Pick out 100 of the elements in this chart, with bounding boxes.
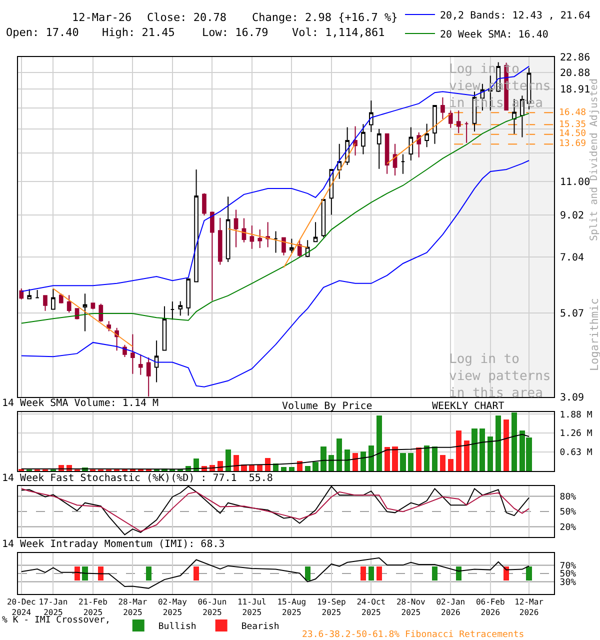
candlestick: [321, 199, 326, 238]
candlestick: [282, 237, 286, 256]
candlestick: [130, 334, 135, 374]
candlestick: [369, 100, 374, 133]
chart-title: 14 Week SMA Volume: 1.14 M: [2, 398, 159, 409]
candlestick: [408, 126, 414, 162]
bar: [368, 446, 374, 471]
x-tick-label: 06-Jun 2025: [198, 598, 227, 617]
candlestick: [146, 356, 151, 397]
candlestick: [313, 222, 318, 242]
bar: [408, 453, 414, 471]
ref-line-label: 13.69: [559, 139, 586, 149]
candlestick: [290, 238, 294, 254]
x-tick-label: 11-Jul 2025: [237, 598, 267, 617]
x-tick-label: 02-Jan 2026: [436, 598, 466, 617]
candlestick: [138, 354, 143, 376]
y-tick-label: 11.00: [560, 176, 590, 188]
bar: [456, 430, 462, 471]
x-tick-label: 19-Sep 2025: [316, 598, 346, 617]
x-tick-label: 12-Mar 2026: [514, 598, 544, 617]
y-tick-label: 18.91: [560, 84, 590, 96]
candlestick: [51, 288, 56, 310]
candlestick: [353, 126, 358, 156]
bar: [504, 420, 510, 471]
bar: [400, 453, 406, 471]
bar: [336, 438, 342, 471]
x-tick-label: 15-Aug 2025: [277, 598, 306, 617]
y-tick-label: 0.63 M: [560, 448, 593, 458]
bar: [488, 436, 494, 471]
candlestick: [266, 222, 270, 248]
candlestick: [19, 288, 24, 300]
y-tick-label: 7.04: [560, 252, 584, 264]
x-tick-label: 28-Mar 2025: [118, 598, 148, 617]
bar: [472, 428, 478, 471]
y-tick-label: 5.07: [560, 308, 584, 320]
candlestick: [194, 168, 198, 282]
bar: [280, 467, 287, 471]
text: Low: 16.79: [202, 26, 268, 39]
candlestick: [384, 133, 390, 174]
chart-title: 14 Week Intraday Momentum (IMI): 68.3: [2, 539, 225, 550]
candlestick: [456, 110, 461, 134]
candlestick: [432, 105, 437, 144]
candlestick: [226, 196, 230, 262]
candlestick: [250, 224, 254, 250]
candlestick: [210, 211, 214, 302]
x-tick-label: 28-Nov 2025: [396, 598, 426, 617]
candlestick: [98, 303, 104, 322]
x-tick-label: 17-Jan 2025: [38, 598, 68, 617]
candlestick: [448, 110, 453, 128]
bar: [376, 416, 382, 471]
legend-label: 20,2 Bands: 12.43 , 21.64: [440, 10, 591, 22]
bar: [288, 466, 294, 471]
bar: [448, 458, 454, 471]
y-tick-label: 3.09: [560, 392, 584, 404]
candlestick: [43, 295, 48, 312]
bar: [312, 462, 318, 471]
legend-title: % K - IMI Crossover,: [2, 616, 110, 626]
y-tick-label: 20%: [560, 522, 577, 533]
text: Change: 2.98 {+16.7 %}: [252, 11, 398, 24]
text: High: 21.45: [102, 26, 175, 39]
bar: [416, 447, 422, 471]
y-tick-label: 1.88 M: [560, 410, 593, 420]
text: Vol: 1,114,861: [292, 26, 385, 39]
candlestick: [186, 278, 191, 316]
candlestick: [27, 288, 32, 300]
candlestick: [35, 290, 40, 299]
bar: [352, 453, 358, 471]
candlestick: [82, 293, 88, 332]
bar: [480, 428, 486, 471]
y-tick-label: 50%: [560, 508, 577, 518]
candlestick: [218, 217, 222, 266]
x-tick-label: 02-May 2025: [158, 598, 188, 617]
legend-label: Bullish: [158, 622, 196, 632]
ref-line-label: 16.48: [559, 108, 586, 118]
candlestick: [274, 230, 278, 254]
line-series: [20, 557, 530, 589]
x-tick-label: 24-Oct 2025: [356, 598, 386, 617]
bar: [432, 446, 438, 471]
candlestick: [58, 293, 64, 304]
chart-title: 14 Week Fast Stochastic (%K)(%D) : 77.1 55.8: [2, 473, 273, 484]
y-tick-label: 22.86: [560, 52, 590, 64]
bar: [344, 450, 350, 471]
y-tick-label: 1.26 M: [560, 429, 593, 440]
candlestick: [392, 143, 398, 176]
bar: [304, 466, 310, 471]
y-tick-label: 20.88: [560, 68, 590, 79]
candlestick: [361, 124, 366, 155]
y-tick-label: 30%: [560, 578, 577, 588]
bar: [328, 454, 334, 471]
candlestick: [424, 123, 429, 148]
text: Close: 20.78: [147, 11, 226, 24]
candlestick: [106, 320, 112, 332]
candlestick: [66, 294, 72, 314]
annotation: Log in to view patterns in this area: [449, 352, 551, 401]
candlestick: [234, 209, 238, 248]
bar: [464, 440, 470, 471]
text: WEEKLY CHART: [432, 401, 504, 412]
candlestick: [202, 192, 206, 216]
ref-line-label: 14.50: [559, 129, 586, 139]
candlestick: [416, 132, 422, 158]
